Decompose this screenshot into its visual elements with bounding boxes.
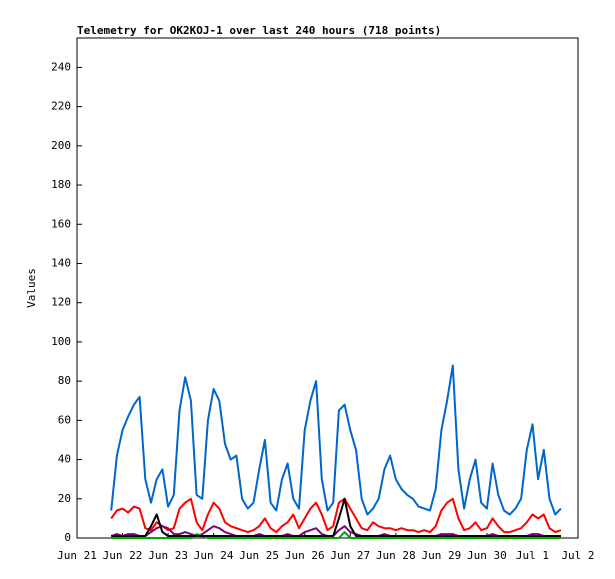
y-tick-label: 160 xyxy=(51,217,71,230)
x-tick-label: Jun 28 xyxy=(376,549,416,562)
y-tick-label: 80 xyxy=(58,374,71,387)
y-tick-label: 140 xyxy=(51,256,71,269)
x-tick-label: Jul 1 xyxy=(516,549,549,562)
y-axis-label: Values xyxy=(25,268,38,308)
y-tick-label: 0 xyxy=(64,531,71,544)
series-line xyxy=(110,497,562,534)
x-tick-label: Jun 22 xyxy=(103,549,143,562)
x-tick-label: Jul 2 xyxy=(561,549,594,562)
plot-frame xyxy=(76,37,579,539)
x-tick-label: Jun 21 xyxy=(57,549,97,562)
y-tick-label: 20 xyxy=(58,492,71,505)
x-tick-label: Jun 25 xyxy=(239,549,279,562)
y-tick-label: 100 xyxy=(51,335,71,348)
x-tick-label: Jun 27 xyxy=(330,549,370,562)
x-tick-label: Jun 29 xyxy=(421,549,461,562)
series-line xyxy=(111,497,561,537)
y-tick-label: 240 xyxy=(51,60,71,73)
x-tick-label: Jun 30 xyxy=(467,549,507,562)
y-tick-label: 220 xyxy=(51,100,71,113)
y-tick-label: 40 xyxy=(58,453,71,466)
x-tick-label: Jun 24 xyxy=(194,549,234,562)
y-tick-label: 180 xyxy=(51,178,71,191)
y-tick-label: 60 xyxy=(58,413,71,426)
x-tick-label: Jun 23 xyxy=(148,549,188,562)
x-tick-label: Jun 26 xyxy=(285,549,325,562)
y-tick-label: 120 xyxy=(51,296,71,309)
series-line xyxy=(110,364,562,516)
chart-title: Telemetry for OK2KOJ-1 over last 240 hou… xyxy=(77,24,441,37)
y-tick-label: 200 xyxy=(51,139,71,152)
series-line xyxy=(111,531,561,539)
